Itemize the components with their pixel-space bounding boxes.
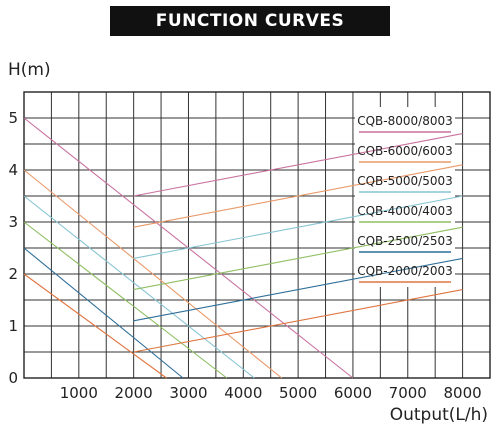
y-tick-label: 1 bbox=[8, 317, 18, 335]
y-tick-label: 3 bbox=[8, 213, 18, 231]
y-tick-label: 0 bbox=[8, 369, 18, 387]
x-tick-label: 5000 bbox=[279, 384, 317, 402]
x-tick-label: 3000 bbox=[169, 384, 207, 402]
legend-box bbox=[355, 107, 455, 287]
x-tick-label: 8000 bbox=[443, 384, 481, 402]
x-axis-label: Output(L/h) bbox=[389, 405, 488, 425]
x-tick-label: 6000 bbox=[334, 384, 372, 402]
y-axis-label: H(m) bbox=[8, 60, 51, 80]
chart-title: FUNCTION CURVES bbox=[110, 6, 390, 36]
series-line bbox=[23, 221, 228, 379]
operating-line bbox=[133, 226, 463, 291]
legend-label: CQB-2000/2003 bbox=[357, 264, 453, 278]
legend-label: CQB-6000/6003 bbox=[357, 144, 453, 158]
x-tick-label: 1000 bbox=[60, 384, 98, 402]
x-tick-label: 4000 bbox=[224, 384, 262, 402]
y-tick-label: 5 bbox=[8, 109, 18, 127]
x-tick-label: 2000 bbox=[115, 384, 153, 402]
y-tick-label: 2 bbox=[8, 265, 18, 283]
operating-line bbox=[133, 257, 463, 322]
legend-label: CQB-5000/5003 bbox=[357, 174, 453, 188]
legend-label: CQB-2500/2503 bbox=[357, 234, 453, 248]
operating-line bbox=[133, 195, 463, 259]
series-line bbox=[23, 169, 283, 379]
series-line bbox=[23, 273, 167, 379]
legend-label: CQB-8000/8003 bbox=[357, 114, 453, 128]
series-line bbox=[23, 195, 255, 379]
legend-label: CQB-4000/4003 bbox=[357, 204, 453, 218]
operating-line bbox=[133, 289, 463, 353]
series-line bbox=[23, 247, 184, 379]
plot-frame bbox=[23, 91, 491, 379]
operating-line bbox=[133, 164, 463, 228]
x-tick-label: 7000 bbox=[389, 384, 427, 402]
y-tick-label: 4 bbox=[8, 161, 18, 179]
operating-line bbox=[133, 133, 463, 197]
